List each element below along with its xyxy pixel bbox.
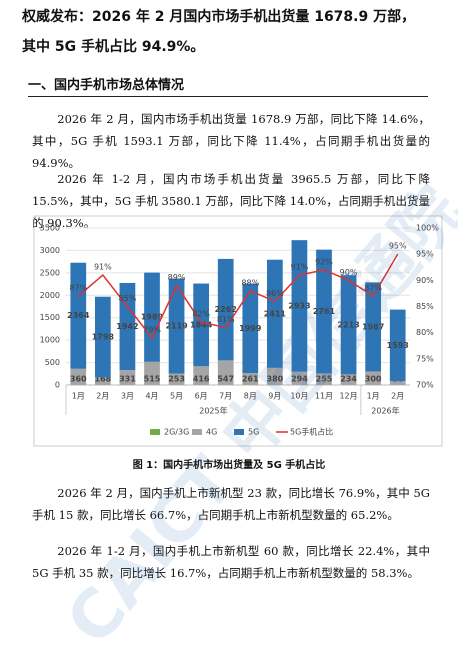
- data-label: 1798: [92, 333, 115, 342]
- line-label: 89%: [168, 273, 186, 282]
- line-label: 79%: [143, 325, 161, 334]
- data-label: 416: [193, 374, 210, 383]
- data-label: 2364: [67, 311, 90, 320]
- y2-tick-label: 75%: [416, 354, 434, 363]
- line-label: 88%: [241, 278, 259, 287]
- x-tick-label: 1月: [72, 392, 85, 401]
- y-tick-label: 2500: [40, 268, 60, 277]
- y-tick-label: 0: [55, 381, 60, 390]
- data-label: 1942: [116, 322, 138, 331]
- line-label: 86%: [266, 289, 284, 298]
- x-tick-label: 12月: [339, 392, 357, 401]
- y-tick-label: 3000: [40, 246, 60, 255]
- y2-tick-label: 80%: [416, 328, 434, 337]
- data-label: 253: [168, 374, 185, 383]
- group-label: 2026年: [371, 406, 399, 416]
- data-label: 1999: [239, 324, 262, 333]
- line-label: 91%: [94, 263, 112, 272]
- line-label: 81%: [217, 315, 235, 324]
- x-tick-label: 2月: [96, 392, 109, 401]
- line-label: 85%: [119, 294, 137, 303]
- y-tick-label: 1500: [40, 313, 60, 322]
- y-tick-label: 2000: [40, 291, 60, 300]
- data-label: 1593: [387, 341, 409, 350]
- y2-tick-label: 85%: [416, 302, 434, 311]
- x-tick-label: 2月: [391, 392, 404, 401]
- line-label: 87%: [69, 284, 87, 293]
- y2-tick-label: 70%: [416, 381, 434, 390]
- x-tick-label: 6月: [195, 392, 208, 401]
- line-label: 82%: [192, 310, 210, 319]
- x-tick-label: 5月: [170, 392, 183, 401]
- x-tick-label: 3月: [121, 392, 134, 401]
- y-tick-label: 500: [45, 358, 60, 367]
- data-label: 515: [144, 374, 161, 383]
- x-tick-label: 4月: [145, 392, 158, 401]
- line-label: 91%: [291, 263, 309, 272]
- data-label: 360: [70, 374, 87, 383]
- legend-swatch: [150, 429, 160, 435]
- data-label: 300: [365, 374, 382, 383]
- data-label: 2262: [215, 305, 237, 314]
- data-label: 2119: [165, 322, 188, 331]
- y-tick-label: 1000: [40, 336, 60, 345]
- data-label: 331: [119, 374, 136, 383]
- x-tick-label: 1月: [367, 392, 380, 401]
- y-tick-label: 3500: [40, 224, 60, 233]
- page: 权威发布：2026 年 2 月国内市场手机出货量 1678.9 万部， 其中 5…: [0, 0, 458, 641]
